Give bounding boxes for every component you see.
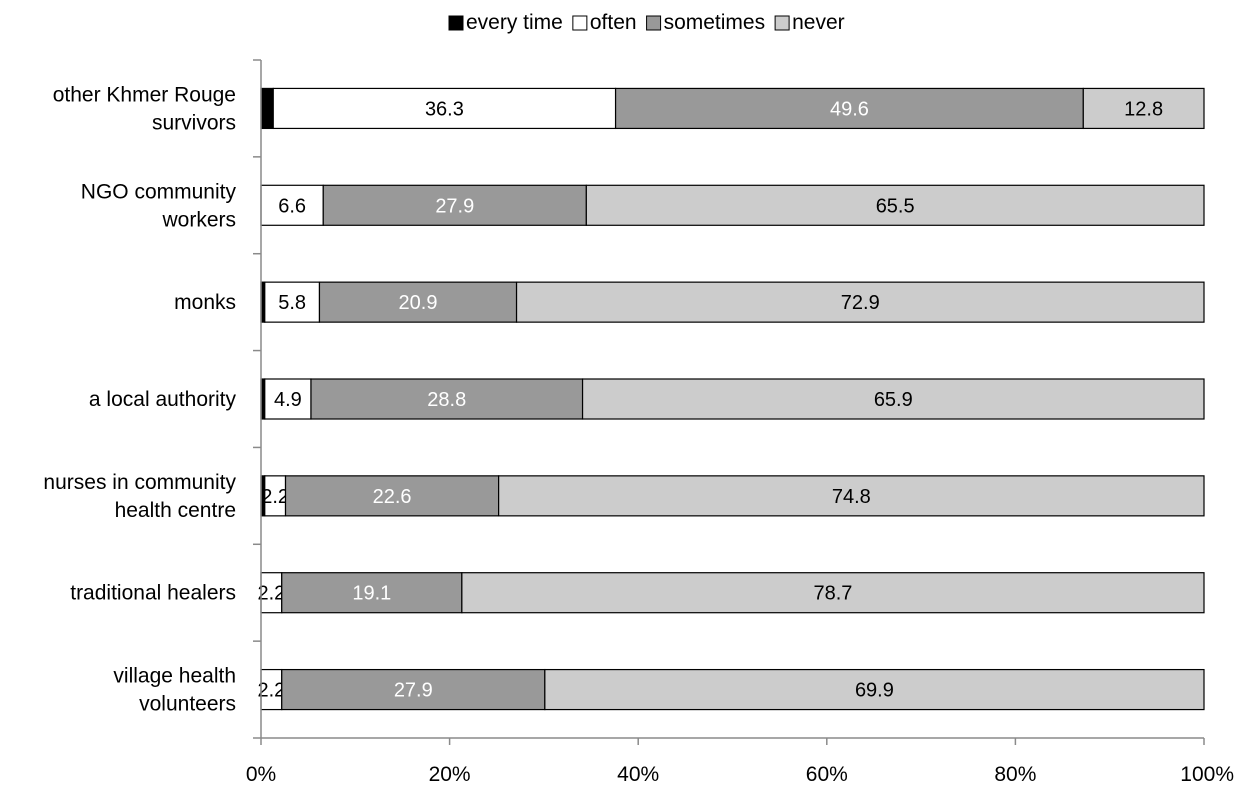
category-label-1-1: workers bbox=[161, 208, 236, 231]
data-label-6-3: 69.9 bbox=[855, 680, 894, 702]
x-tick-label-3: 60% bbox=[806, 763, 848, 786]
category-label-3-0: a local authority bbox=[89, 388, 237, 411]
data-label-1-3: 65.5 bbox=[876, 195, 915, 217]
data-label-5-2: 19.1 bbox=[352, 583, 391, 605]
data-label-2-3: 72.9 bbox=[841, 292, 880, 314]
bar-segment-0-1 bbox=[272, 87, 617, 130]
category-label-2-0: monks bbox=[174, 291, 236, 314]
plot-area: 36.3 49.6 12.8 6.6 27.9 65.5 5.8 20.9 72.9 4.9 28.… bbox=[257, 87, 1205, 711]
bar-segment-1-3 bbox=[585, 184, 1205, 226]
data-label-2-1: 5.8 bbox=[278, 292, 306, 314]
data-label-4-3: 74.8 bbox=[832, 486, 871, 508]
data-label-3-3: 65.9 bbox=[874, 389, 913, 411]
data-label-5-1: 2.2 bbox=[257, 583, 285, 605]
legend-label-1: often bbox=[590, 11, 637, 34]
legend-swatch-1 bbox=[572, 15, 588, 31]
bar-segment-6-3 bbox=[544, 668, 1205, 711]
axes: other Khmer Rouge survivors NGO community w… bbox=[43, 59, 1234, 786]
data-label-0-3: 12.8 bbox=[1124, 98, 1163, 120]
category-label-5-0: traditional healers bbox=[70, 582, 236, 605]
data-label-5-3: 78.7 bbox=[813, 583, 852, 605]
data-label-4-1: 2.2 bbox=[261, 486, 289, 508]
data-label-4-2: 22.6 bbox=[373, 486, 412, 508]
bar-segment-6-2 bbox=[281, 668, 546, 711]
legend: every time often sometimes never bbox=[448, 11, 845, 34]
bar-segment-2-1 bbox=[264, 281, 321, 323]
bar-segment-0-2 bbox=[614, 87, 1084, 130]
bar-segment-3-3 bbox=[581, 378, 1205, 420]
data-label-1-2: 27.9 bbox=[435, 195, 474, 217]
x-tick-label-5: 100% bbox=[1180, 763, 1234, 786]
data-label-2-2: 20.9 bbox=[399, 292, 438, 314]
legend-swatch-0 bbox=[448, 15, 464, 31]
x-tick-label-4: 80% bbox=[994, 763, 1036, 786]
data-label-6-1: 2.2 bbox=[257, 680, 285, 702]
bar-segment-0-0 bbox=[260, 87, 274, 130]
category-label-0-0: other Khmer Rouge bbox=[53, 83, 236, 106]
category-label-4-1: health centre bbox=[115, 499, 236, 522]
category-label-6-0: village health bbox=[113, 665, 236, 688]
legend-label-2: sometimes bbox=[664, 11, 766, 34]
bar-segment-4-3 bbox=[498, 475, 1205, 517]
category-label-1-0: NGO community bbox=[81, 180, 237, 203]
bar-segment-2-3 bbox=[515, 281, 1205, 323]
bar-segment-5-3 bbox=[461, 572, 1205, 614]
category-label-4-0: nurses in community bbox=[43, 471, 236, 494]
data-label-3-2: 28.8 bbox=[427, 389, 466, 411]
category-label-6-1: volunteers bbox=[139, 693, 236, 716]
data-label-0-2: 49.6 bbox=[830, 98, 869, 120]
legend-label-3: never bbox=[792, 11, 845, 34]
legend-label-0: every time bbox=[466, 11, 563, 34]
x-tick-label-1: 20% bbox=[429, 763, 471, 786]
legend-swatch-3 bbox=[774, 15, 790, 31]
x-tick-label-2: 40% bbox=[617, 763, 659, 786]
data-label-1-1: 6.6 bbox=[278, 195, 306, 217]
data-label-3-1: 4.9 bbox=[274, 389, 302, 411]
bar-segment-0-3 bbox=[1082, 87, 1205, 130]
bar-segment-2-2 bbox=[318, 281, 518, 323]
legend-swatch-2 bbox=[646, 15, 662, 31]
bar-segment-3-2 bbox=[310, 378, 584, 420]
data-label-0-1: 36.3 bbox=[425, 98, 464, 120]
x-tick-label-0: 0% bbox=[246, 763, 276, 786]
data-label-6-2: 27.9 bbox=[394, 680, 433, 702]
bar-segment-4-2 bbox=[284, 475, 500, 517]
bar-segment-1-2 bbox=[322, 184, 587, 226]
category-label-0-1: survivors bbox=[152, 111, 236, 134]
